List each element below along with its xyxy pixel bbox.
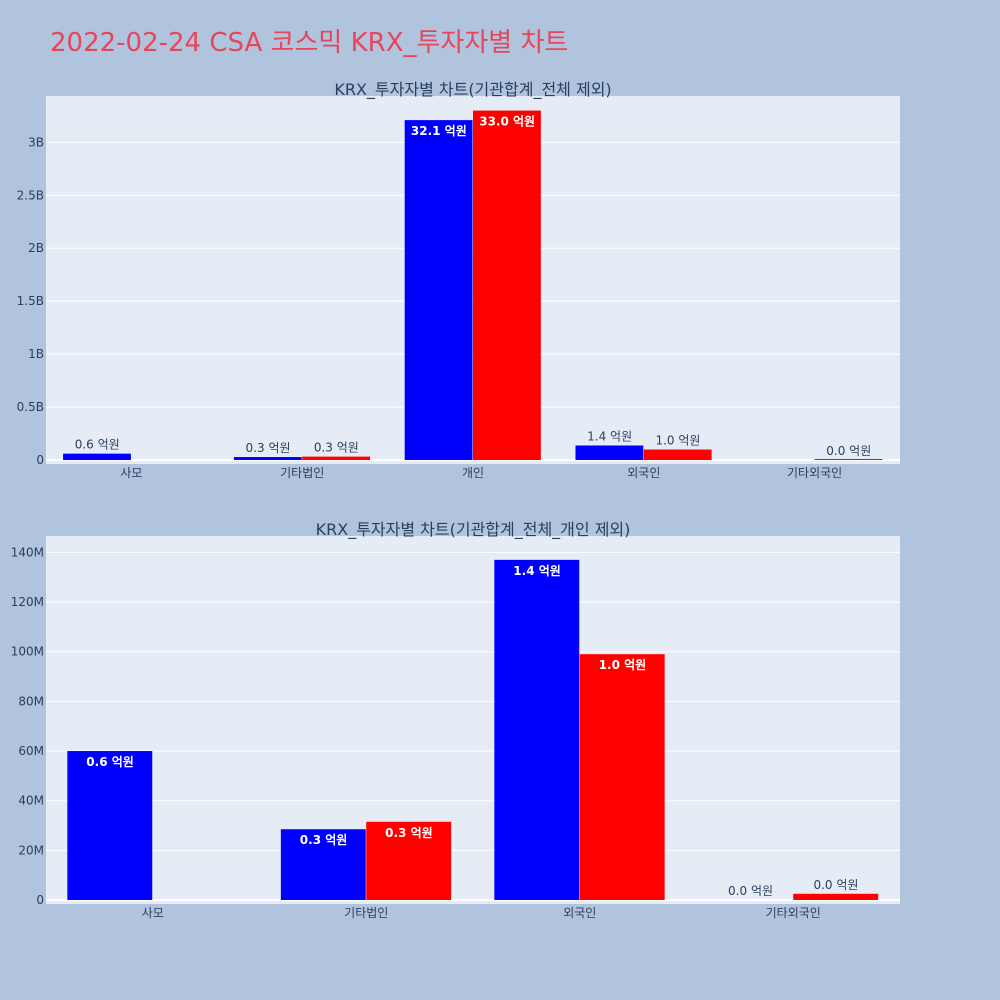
x-tick-label: 기타법인 <box>280 466 324 480</box>
x-tick-label: 기타외국인 <box>766 906 821 920</box>
chart-title: KRX_투자자별 차트(기관합계_전체_개인 제외) <box>316 520 631 540</box>
x-tick-label: 외국인 <box>627 466 660 480</box>
data-label: 0.6 억원 <box>86 755 134 769</box>
bar <box>404 120 473 460</box>
chart-title: KRX_투자자별 차트(기관합계_전체 제외) <box>334 80 611 100</box>
y-tick-label: 2.5B <box>17 188 44 202</box>
bar <box>67 751 153 900</box>
data-label: 0.0 억원 <box>813 878 858 892</box>
investor-chart-all: 0 0.5B 1B 1.5B 2B 2.5B 3B KRX_투자자별 차트(기관합계_전체 제… <box>17 80 900 480</box>
y-tick-label: 3B <box>28 135 44 149</box>
bar <box>494 559 580 900</box>
bar <box>366 821 452 900</box>
data-label: 0.3 억원 <box>385 826 433 840</box>
y-tick-label: 80M <box>18 694 44 708</box>
y-tick-label: 2B <box>28 241 44 255</box>
data-label: 1.4 억원 <box>587 429 632 443</box>
bar <box>575 445 644 460</box>
data-label: 0.3 억원 <box>300 833 348 847</box>
y-tick-label: 40M <box>18 794 44 808</box>
data-label: 1.4 억원 <box>513 564 561 578</box>
data-label: 0.3 억원 <box>246 441 291 455</box>
data-label: 0.0 억원 <box>826 444 871 458</box>
y-tick-label: 0 <box>36 453 44 467</box>
bar <box>579 654 665 900</box>
x-tick-label: 사모 <box>120 466 142 480</box>
bar <box>473 110 541 461</box>
y-tick-label: 20M <box>18 843 44 857</box>
data-label: 32.1 억원 <box>411 124 467 138</box>
y-tick-label: 100M <box>11 645 44 659</box>
page-title: 2022-02-24 CSA 코스믹 KRX_투자자별 차트 <box>50 28 569 58</box>
data-label: 0.6 억원 <box>75 438 120 452</box>
x-tick-label: 기타법인 <box>344 906 388 920</box>
bar <box>302 456 371 460</box>
plot-area <box>46 536 900 904</box>
y-tick-label: 1.5B <box>17 294 44 308</box>
x-tick-label: 사모 <box>142 906 164 920</box>
bar <box>793 893 879 900</box>
data-label: 33.0 억원 <box>479 115 535 129</box>
x-tick-label: 기타외국인 <box>787 466 842 480</box>
data-label: 1.0 억원 <box>599 658 647 672</box>
bar <box>233 457 302 460</box>
y-tick-label: 120M <box>11 595 44 609</box>
y-tick-label: 0.5B <box>17 400 44 414</box>
y-tick-label: 1B <box>28 347 44 361</box>
y-tick-label: 140M <box>11 545 44 559</box>
x-tick-label: 개인 <box>462 466 484 480</box>
data-label: 0.3 억원 <box>314 441 359 455</box>
bar <box>643 449 712 460</box>
data-label: 0.0 억원 <box>728 884 773 898</box>
data-label: 1.0 억원 <box>655 434 700 448</box>
y-tick-label: 0 <box>36 893 44 907</box>
x-tick-label: 외국인 <box>563 906 596 920</box>
y-tick-label: 60M <box>18 744 44 758</box>
bar <box>63 453 131 460</box>
bar <box>280 829 366 900</box>
bar <box>814 459 883 460</box>
